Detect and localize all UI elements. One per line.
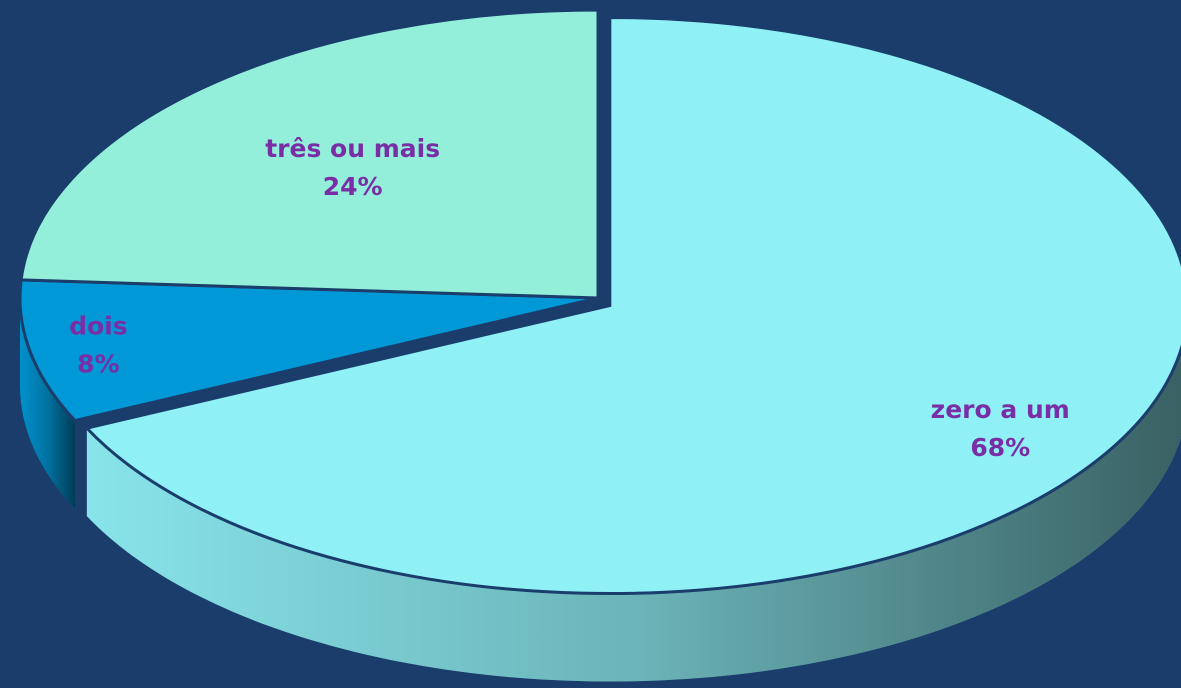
slice [83,16,1181,595]
slice-label: três ou mais [265,134,440,163]
slice-label: zero a um [931,395,1070,424]
slice [19,8,600,300]
slice [18,278,599,423]
slice-label: dois [69,311,128,340]
slice-side-shade [20,298,76,509]
slice-side-shade [86,349,1181,682]
slice-value-label: 8% [77,349,119,378]
slice-value-label: 24% [323,172,383,201]
slice-value-label: 68% [970,433,1030,462]
